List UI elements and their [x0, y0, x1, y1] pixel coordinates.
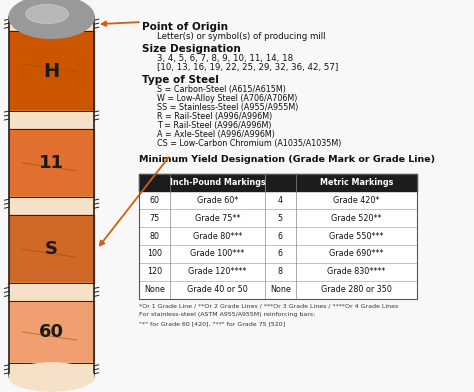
Bar [9, 31, 94, 111]
Bar [139, 245, 417, 263]
Text: Grade 120****: Grade 120**** [188, 267, 246, 276]
Text: Point of Origin: Point of Origin [142, 22, 228, 32]
Text: None: None [270, 285, 291, 294]
Text: Grade 100***: Grade 100*** [191, 249, 245, 258]
Text: 5: 5 [278, 214, 283, 223]
Text: Inch-Pound Markings: Inch-Pound Markings [170, 178, 265, 187]
Bar [139, 281, 417, 299]
Text: 60: 60 [150, 196, 160, 205]
Text: Minimum Yield Designation (Grade Mark or Grade Line): Minimum Yield Designation (Grade Mark or… [139, 155, 435, 164]
Text: 11: 11 [39, 154, 64, 172]
Bar [9, 129, 94, 197]
Text: S: S [45, 240, 58, 258]
Bar [9, 17, 94, 31]
Text: Grade 550***: Grade 550*** [329, 232, 384, 241]
Bar [139, 263, 417, 281]
Bar [9, 197, 94, 215]
Text: 3, 4, 5, 6, 7, 8, 9, 10, 11, 14, 18: 3, 4, 5, 6, 7, 8, 9, 10, 11, 14, 18 [157, 54, 293, 63]
Text: [10, 13, 16, 19, 22, 25, 29, 32, 36, 42, 57]: [10, 13, 16, 19, 22, 25, 29, 32, 36, 42,… [157, 63, 338, 72]
Text: Grade 420*: Grade 420* [333, 196, 380, 205]
Text: 60: 60 [39, 323, 64, 341]
Text: 80: 80 [150, 232, 160, 241]
Text: For stainless-steel (ASTM A955/A955M) reinforcing bars:: For stainless-steel (ASTM A955/A955M) re… [139, 312, 315, 317]
Text: 100: 100 [147, 249, 162, 258]
Text: 6: 6 [278, 249, 283, 258]
Ellipse shape [26, 4, 68, 24]
Text: Grade 75**: Grade 75** [195, 214, 240, 223]
Text: *Or 1 Grade Line / **Or 2 Grade Lines / ***Or 3 Grade Lines / ****Or 4 Grade Lin: *Or 1 Grade Line / **Or 2 Grade Lines / … [139, 303, 398, 308]
Bar [139, 174, 417, 299]
Text: H: H [44, 62, 60, 80]
Bar [139, 209, 417, 227]
Text: W = Low-Alloy Steel (A706/A706M): W = Low-Alloy Steel (A706/A706M) [157, 94, 297, 103]
Text: Grade 830****: Grade 830**** [328, 267, 386, 276]
Text: Letter(s) or symbol(s) of producing mill: Letter(s) or symbol(s) of producing mill [157, 32, 326, 41]
Text: Grade 80***: Grade 80*** [193, 232, 242, 241]
Text: Grade 60*: Grade 60* [197, 196, 238, 205]
Text: Type of Steel: Type of Steel [142, 75, 219, 85]
Text: 120: 120 [147, 267, 162, 276]
Text: Grade 690***: Grade 690*** [329, 249, 383, 258]
Text: Metric Markings: Metric Markings [320, 178, 393, 187]
Text: CS = Low-Carbon Chromium (A1035/A1035M): CS = Low-Carbon Chromium (A1035/A1035M) [157, 139, 341, 148]
Bar [139, 174, 417, 191]
Bar [139, 227, 417, 245]
Text: Τ = Rail-Steel (A996/A996M): Τ = Rail-Steel (A996/A996M) [157, 121, 272, 130]
Text: R = Rail-Steel (A996/A996M): R = Rail-Steel (A996/A996M) [157, 112, 272, 121]
Text: 4: 4 [278, 196, 283, 205]
Text: S = Carbon-Steel (A615/A615M): S = Carbon-Steel (A615/A615M) [157, 85, 286, 94]
Bar [139, 191, 417, 209]
Bar [9, 301, 94, 363]
Bar [9, 111, 94, 129]
Ellipse shape [9, 0, 94, 38]
Text: 6: 6 [278, 232, 283, 241]
Text: A = Axle-Steel (A996/A996M): A = Axle-Steel (A996/A996M) [157, 130, 275, 139]
Text: Grade 40 or 50: Grade 40 or 50 [187, 285, 248, 294]
Text: Grade 520**: Grade 520** [331, 214, 382, 223]
Bar [9, 283, 94, 301]
Text: "*" for Grade 60 [420], "**" for Grade 75 [520]: "*" for Grade 60 [420], "**" for Grade 7… [139, 321, 285, 326]
Bar [9, 215, 94, 283]
Text: Grade 280 or 350: Grade 280 or 350 [321, 285, 392, 294]
Text: None: None [144, 285, 165, 294]
Text: 8: 8 [278, 267, 283, 276]
Text: SS = Stainless-Steel (A955/A955M): SS = Stainless-Steel (A955/A955M) [157, 103, 298, 112]
Ellipse shape [9, 363, 94, 391]
Text: Size Designation: Size Designation [142, 44, 240, 54]
Bar [9, 363, 94, 377]
Text: 75: 75 [150, 214, 160, 223]
